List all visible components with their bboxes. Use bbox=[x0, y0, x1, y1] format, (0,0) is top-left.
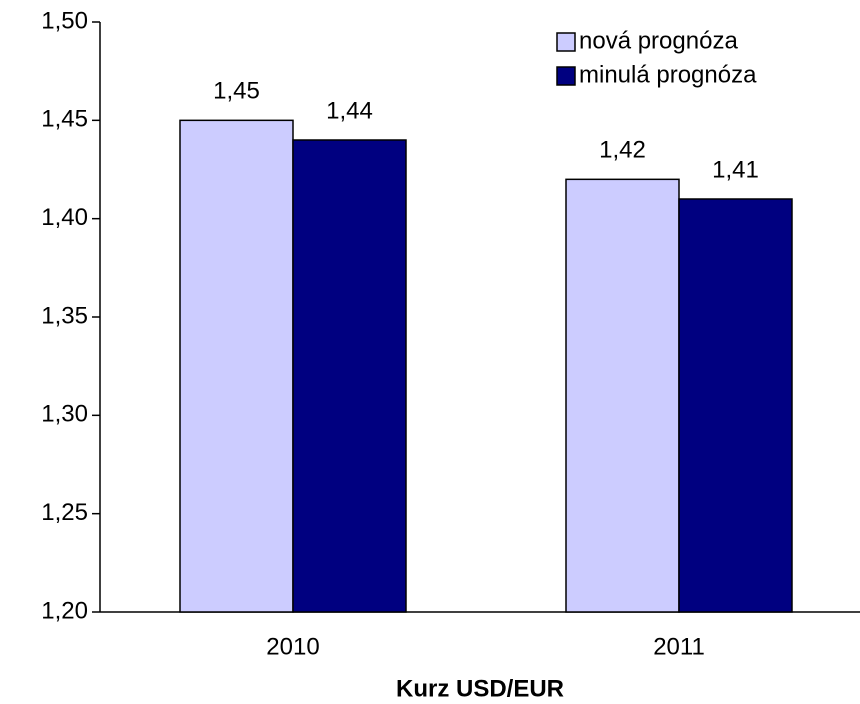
value-label: 1,42 bbox=[599, 137, 646, 164]
y-tick-label: 1,20 bbox=[41, 597, 88, 624]
y-tick-label: 1,30 bbox=[41, 401, 88, 428]
value-label: 1,44 bbox=[326, 97, 373, 124]
legend-label: minulá prognóza bbox=[579, 61, 757, 88]
value-label: 1,41 bbox=[712, 156, 759, 183]
bar bbox=[565, 178, 680, 613]
x-tick-label: 2011 bbox=[653, 633, 705, 660]
chart-title: Kurz USD/EUR bbox=[396, 675, 564, 702]
legend-swatch bbox=[556, 66, 576, 86]
legend-swatch bbox=[556, 32, 576, 52]
y-tick-label: 1,50 bbox=[41, 7, 88, 34]
y-tick-label: 1,35 bbox=[41, 302, 88, 329]
y-tick-label: 1,40 bbox=[41, 204, 88, 231]
y-tick-label: 1,45 bbox=[41, 106, 88, 133]
bar bbox=[678, 198, 793, 613]
legend-label: nová prognóza bbox=[579, 27, 738, 54]
y-tick-label: 1,25 bbox=[41, 499, 88, 526]
value-label: 1,45 bbox=[213, 78, 260, 105]
bar bbox=[292, 139, 407, 613]
bar bbox=[179, 119, 294, 613]
x-tick-label: 2010 bbox=[266, 633, 319, 660]
